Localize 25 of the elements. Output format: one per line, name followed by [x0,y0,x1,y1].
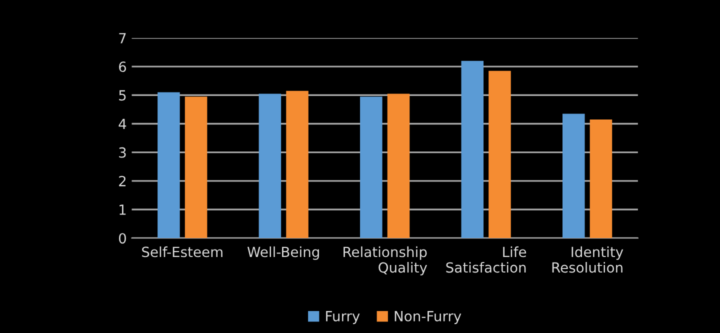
y-tick-label: 5 [119,90,126,101]
bar [258,94,282,238]
x-tick-label: Identity Resolution [552,246,624,273]
legend-label: Non-Furry [394,311,462,324]
bar [461,60,484,238]
y-tick-label: 4 [118,118,126,130]
bar [590,119,612,238]
bar [360,96,382,238]
y-tick-label: 3 [119,147,126,158]
bar [562,114,585,238]
x-tick-label: Life Satisfaction [446,246,526,273]
bar [286,90,308,238]
bar [158,92,180,238]
x-tick-label: Relationship Quality [344,246,428,276]
x-tick-label: Well-Being [247,246,319,260]
bar [488,70,511,238]
y-tick-label: 7 [119,33,126,44]
legend-label: Furry [326,311,360,324]
bar [184,96,208,238]
y-tick-label: 1 [120,204,126,215]
bar [387,94,410,238]
x-tick-label: Self-Esteem [142,246,222,258]
y-tick-label: 0 [118,233,126,244]
y-tick-label: 6 [119,62,126,72]
y-tick-label: 2 [119,176,126,186]
